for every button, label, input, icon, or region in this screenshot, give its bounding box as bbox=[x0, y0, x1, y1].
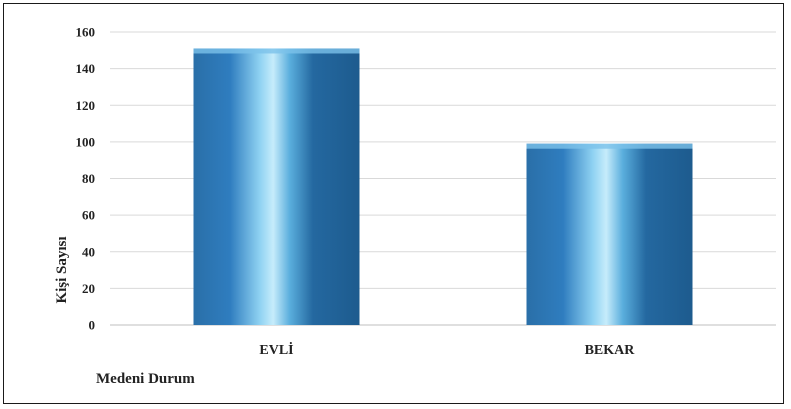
y-tick-label: 160 bbox=[76, 25, 96, 40]
y-tick-label: 0 bbox=[89, 318, 96, 333]
bar-top-highlight bbox=[526, 143, 693, 149]
y-tick-label: 100 bbox=[76, 134, 96, 149]
bars bbox=[193, 48, 693, 325]
y-tick-label: 20 bbox=[82, 281, 95, 296]
x-tick-label: EVLİ bbox=[259, 341, 293, 358]
bar-evli̇ bbox=[193, 48, 360, 325]
x-tick-label: BEKAR bbox=[585, 343, 636, 358]
bar-top-highlight bbox=[193, 48, 360, 54]
y-tick-label: 60 bbox=[82, 208, 95, 223]
y-tick-labels: 0 20 40 60 80 100 120 140 160 bbox=[76, 25, 96, 333]
y-axis-label: Kişi Sayısı bbox=[54, 236, 70, 303]
bar-bekar bbox=[526, 143, 693, 325]
bar bbox=[526, 143, 693, 325]
bar bbox=[193, 48, 360, 325]
y-tick-label: 140 bbox=[76, 61, 96, 76]
x-tick-labels: EVLİ BEKAR bbox=[259, 341, 635, 358]
y-tick-label: 80 bbox=[82, 171, 95, 186]
x-axis-label: Medeni Durum bbox=[96, 371, 195, 387]
y-tick-label: 40 bbox=[82, 244, 95, 259]
y-tick-label: 120 bbox=[76, 98, 96, 113]
